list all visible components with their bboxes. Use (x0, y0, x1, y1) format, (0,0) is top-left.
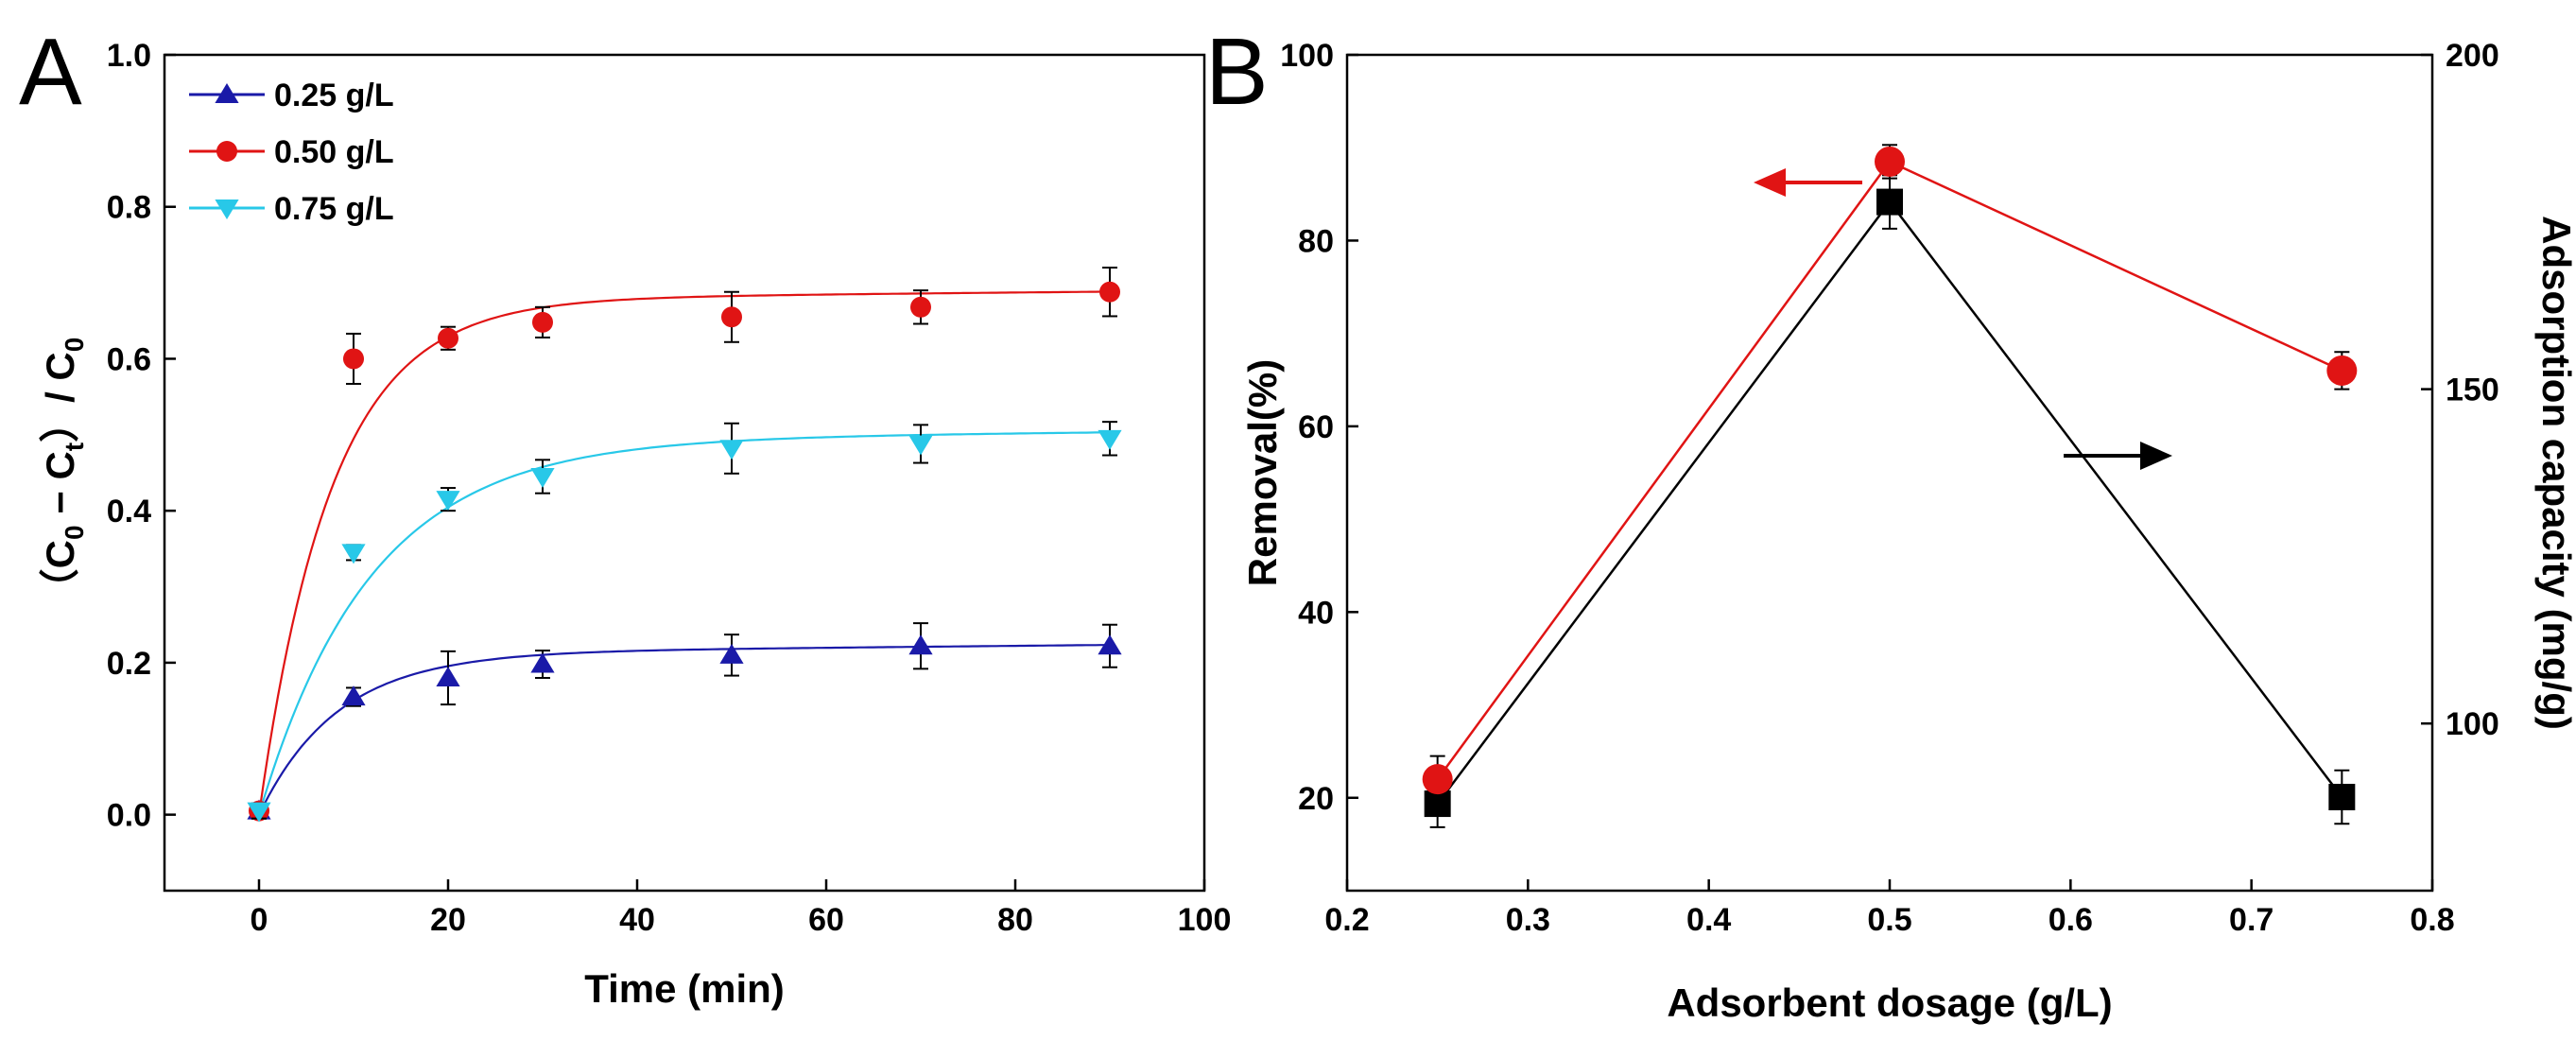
legend-label: 0.25 g/L (274, 78, 394, 113)
y-tick-label: 20 (1298, 781, 1334, 817)
arrow-head (1754, 168, 1786, 197)
legend-marker (216, 141, 237, 162)
ylabel-subt: t (60, 442, 89, 451)
data-point (908, 634, 933, 655)
arrow-head (2140, 442, 2172, 470)
ylabel-sub0: 0 (60, 525, 89, 540)
left-axis-arrow (1754, 168, 1862, 197)
y-tick-label: 60 (1298, 409, 1334, 445)
panel-a-x-axis-title: Time (min) (584, 966, 785, 1011)
fit-line-2 (257, 431, 1110, 815)
panel-b-data-points (1422, 144, 2358, 828)
y-tick-label: 0.4 (107, 494, 151, 529)
data-point (438, 327, 458, 349)
data-point (530, 652, 555, 673)
panel-letter-b: B (1205, 19, 1269, 125)
data-point (721, 306, 742, 328)
x-tick-label: 0.3 (1506, 902, 1550, 938)
panel-b-arrows (1754, 168, 2172, 470)
y-tick-label: 100 (1280, 38, 1334, 74)
x-tick-label: 0.6 (2049, 902, 2093, 938)
right-y-tick-label: 200 (2446, 38, 2499, 74)
x-tick-label: 0.5 (1867, 902, 1911, 938)
data-point (341, 544, 366, 564)
series-line-0 (1436, 160, 2343, 780)
panel-b-x-axis-title: Adsorbent dosage (g/L) (1667, 980, 2112, 1025)
data-point (1876, 188, 1903, 216)
data-point (530, 468, 555, 489)
right-y-tick-label: 150 (2446, 373, 2499, 408)
panel-b-right-y-axis-title: Adsorption capacity (mg/g) (2534, 216, 2576, 730)
data-point (910, 296, 931, 318)
panel-b: 0.2 0.3 0.4 0.5 0.6 0.7 0.8 20 40 60 80 100 100 150 20… (1240, 38, 2576, 1025)
right-y-tick-label: 100 (2446, 706, 2499, 742)
x-tick-label: 80 (997, 902, 1033, 938)
panel-a-fit-lines (257, 290, 1111, 816)
data-point (2326, 355, 2358, 386)
ylabel-open: （C (38, 540, 82, 608)
x-tick-label: 60 (808, 902, 844, 938)
data-point (1098, 634, 1122, 655)
legend-label: 0.50 g/L (274, 134, 394, 170)
fit-line-0 (258, 644, 1111, 816)
data-point (719, 440, 744, 460)
y-tick-label: 40 (1298, 595, 1334, 631)
data-point (1099, 281, 1120, 303)
x-tick-label: 0.2 (1324, 902, 1369, 938)
ylabel-dash: − C (38, 451, 82, 525)
panel-a-ticks: 0 20 40 60 80 100 0.0 0.2 0.4 0.6 0.8 1.0 (107, 38, 1232, 938)
data-point (719, 643, 744, 664)
ylabel-sub0b: 0 (60, 338, 89, 353)
data-point (532, 311, 553, 333)
data-point (341, 685, 366, 706)
data-point (908, 435, 933, 456)
y-tick-label: 1.0 (107, 38, 151, 74)
y-tick-label: 0.8 (107, 190, 151, 226)
ylabel-close: ）/ C (38, 352, 82, 442)
data-point (436, 666, 460, 686)
panel-a-y-axis-title: （C0 − Ct）/ C0 (38, 338, 89, 609)
data-point (2328, 783, 2356, 810)
fit-line-1 (257, 290, 1111, 815)
legend-label: 0.75 g/L (274, 191, 394, 227)
svg-text:（C0 − Ct）/ C0: （C0 − Ct）/ C0 (38, 338, 89, 609)
panel-a-frame (163, 53, 1206, 893)
x-tick-label: 40 (619, 902, 655, 938)
x-tick-label: 0.4 (1686, 902, 1731, 938)
panel-a-data-points (247, 267, 1122, 823)
data-point (1422, 764, 1453, 795)
panel-b-ticks: 0.2 0.3 0.4 0.5 0.6 0.7 0.8 20 40 60 80 100 100 150 20… (1280, 38, 2498, 938)
data-point (436, 491, 460, 512)
y-tick-label: 0.6 (107, 341, 151, 377)
y-tick-label: 0.2 (107, 646, 151, 682)
x-tick-label: 0 (251, 902, 268, 938)
x-tick-label: 0.7 (2229, 902, 2273, 938)
data-point (1875, 146, 1905, 177)
series-line-1 (1436, 200, 2343, 805)
right-axis-arrow (2064, 442, 2172, 470)
x-tick-label: 100 (1178, 902, 1232, 938)
panel-b-left-y-axis-title: Removal(%) (1240, 359, 1285, 586)
panel-a-legend: 0.25 g/L 0.50 g/L 0.75 g/L (189, 78, 394, 227)
x-tick-label: 0.8 (2410, 902, 2454, 938)
legend-marker (215, 83, 239, 103)
x-tick-label: 20 (430, 902, 466, 938)
data-point (247, 802, 271, 823)
legend-marker (215, 200, 239, 219)
y-tick-label: 0.0 (107, 798, 151, 834)
panel-letter-a: A (19, 19, 82, 125)
data-point (343, 348, 364, 370)
panel-b-lines (1436, 160, 2343, 805)
y-tick-label: 80 (1298, 223, 1334, 259)
data-point (1098, 429, 1122, 450)
